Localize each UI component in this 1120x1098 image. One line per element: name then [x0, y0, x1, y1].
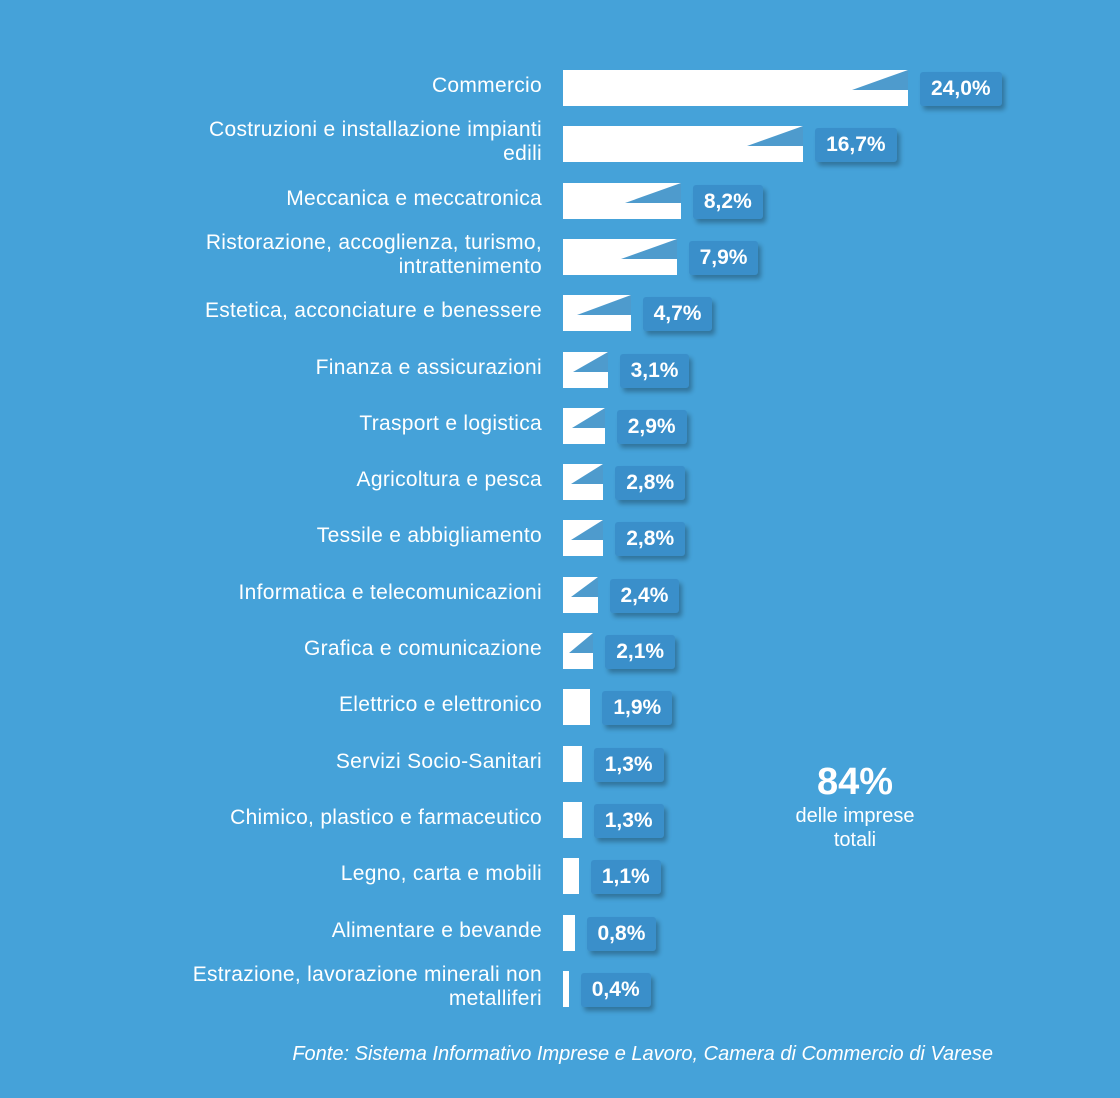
value-label: 16,7% — [815, 128, 897, 163]
bar — [563, 464, 604, 501]
bar — [563, 238, 677, 275]
bar — [563, 70, 908, 106]
category-label: Tessile e abbigliamento — [316, 524, 542, 548]
highlight-stat: 84% delle imprese totali — [760, 760, 950, 852]
value-label: 0,4% — [580, 972, 651, 1007]
bar-wedge — [572, 351, 608, 372]
bar-wedge — [571, 407, 605, 428]
bar — [563, 633, 594, 669]
bar-wedge — [570, 576, 598, 597]
category-label: Commercio — [431, 74, 542, 97]
bar — [563, 576, 598, 613]
value-label: 2,1% — [605, 635, 676, 669]
category-label: Servizi Socio-Sanitari — [335, 749, 542, 773]
bar — [563, 126, 804, 163]
bar — [563, 182, 681, 219]
value-label: 1,9% — [602, 691, 673, 726]
category-label: Estrazione, lavorazione minerali non meta… — [192, 962, 542, 1010]
source-note: Fonte: Sistema Informativo Imprese e Lav… — [292, 1043, 993, 1065]
category-label: Finanza e assicurazioni — [315, 355, 542, 379]
bar — [563, 520, 604, 557]
bar — [563, 407, 605, 444]
value-label: 1,3% — [593, 803, 664, 838]
bar-wedge — [620, 238, 677, 259]
bar — [563, 801, 582, 838]
value-label: 8,2% — [692, 184, 763, 219]
value-label: 1,3% — [593, 747, 664, 782]
category-label: Legno, carta e mobili — [340, 862, 542, 886]
category-label: Grafica e comunicazione — [303, 637, 542, 660]
bar — [563, 295, 631, 332]
category-label: Estetica, acconciature e benessere — [204, 299, 542, 323]
bar — [563, 689, 591, 726]
bar-chart: Commercio 24,0% Costruzioni e installazion… — [192, 70, 1002, 1010]
bar — [563, 970, 569, 1007]
value-label: 4,7% — [642, 297, 713, 332]
bar-wedge — [576, 295, 631, 316]
value-label: 24,0% — [920, 72, 1002, 106]
category-label: Informatica e telecomunicazioni — [238, 580, 542, 604]
bar — [563, 914, 575, 951]
value-label: 7,9% — [688, 240, 759, 275]
category-label: Alimentare e bevande — [331, 918, 542, 942]
bar — [563, 858, 579, 895]
value-label: 2,8% — [615, 466, 686, 501]
category-label: Elettrico e elettronico — [339, 693, 542, 717]
bar-wedge — [624, 182, 681, 203]
category-label: Meccanica e meccatronica — [286, 186, 542, 210]
value-label: 2,4% — [609, 578, 680, 613]
bar — [563, 351, 608, 388]
bar-wedge — [571, 464, 604, 485]
value-label: 0,8% — [586, 916, 657, 951]
category-label: Costruzioni e installazione impianti edil… — [209, 118, 542, 166]
value-label: 2,8% — [615, 522, 686, 557]
bar-wedge — [569, 633, 594, 653]
value-label: 3,1% — [619, 353, 690, 388]
highlight-caption: delle imprese totali — [795, 805, 915, 851]
category-label: Agricoltura e pesca — [356, 468, 542, 492]
category-label: Ristorazione, accoglienza, turismo, intra… — [205, 230, 542, 278]
bar — [563, 745, 582, 782]
bar-wedge — [747, 126, 804, 147]
highlight-value: 84% — [816, 761, 894, 803]
category-label: Chimico, plastico e farmaceutico — [230, 805, 542, 829]
bar-wedge — [852, 70, 908, 90]
category-label: Trasport e logistica — [359, 411, 542, 435]
bar-wedge — [571, 520, 604, 541]
value-label: 2,9% — [616, 409, 687, 444]
value-label: 1,1% — [590, 860, 661, 895]
